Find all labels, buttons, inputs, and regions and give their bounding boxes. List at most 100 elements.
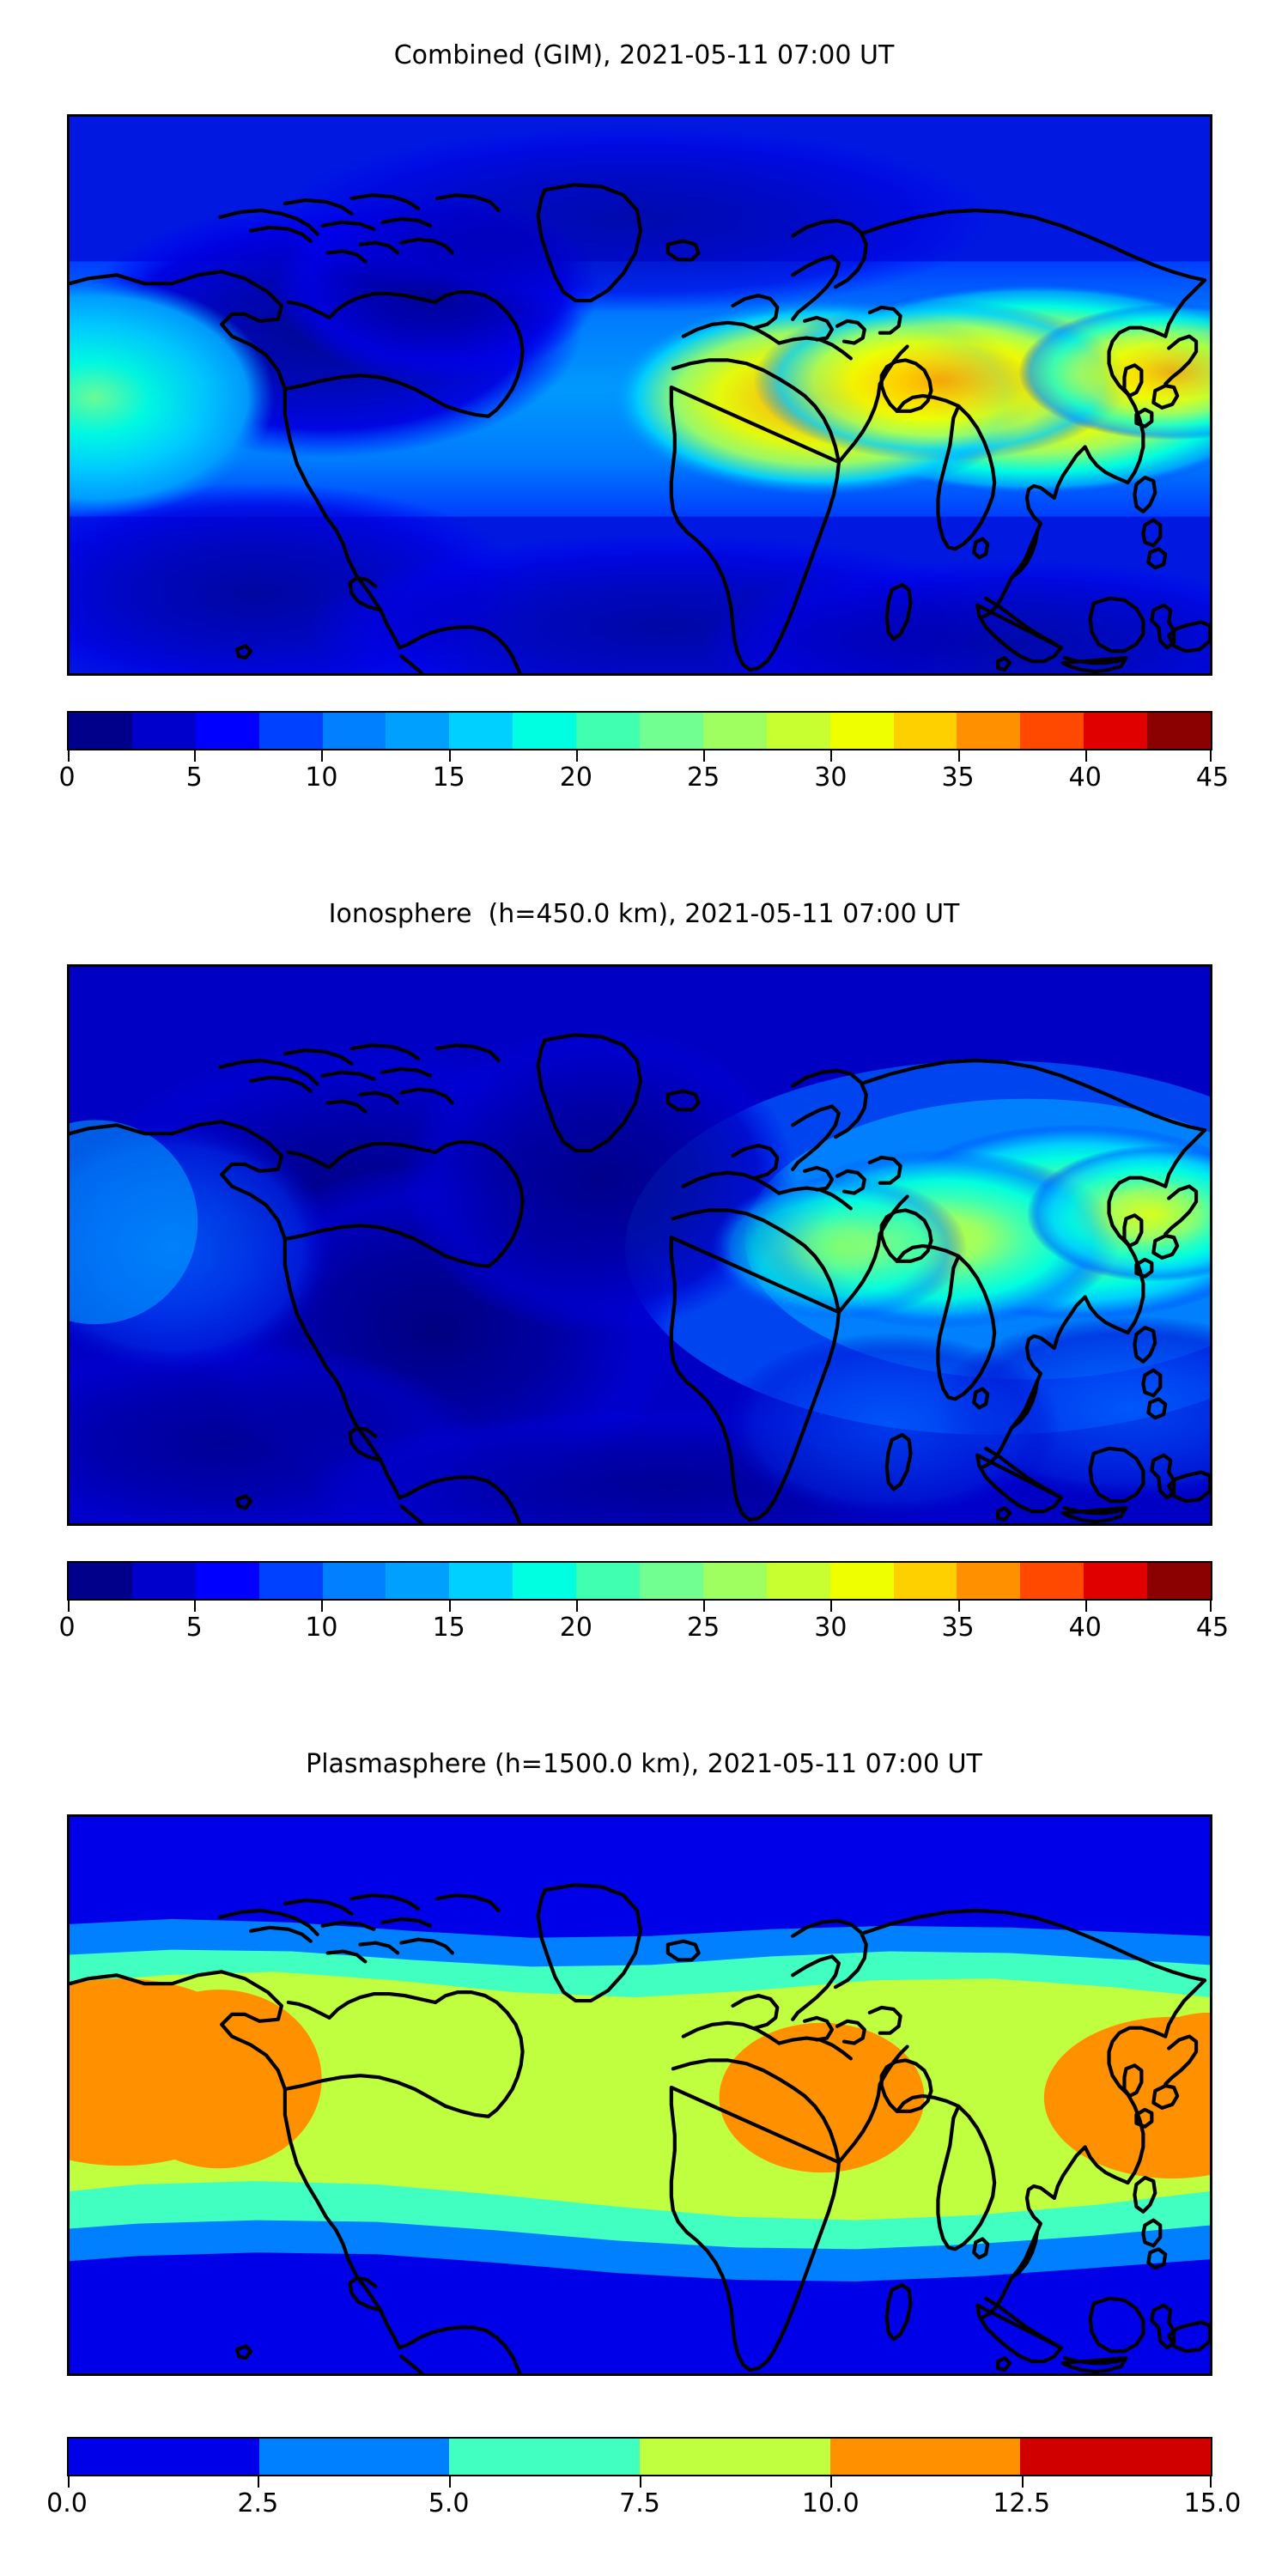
panel-title-combined-gim: Combined (GIM), 2021-05-11 07:00 UT xyxy=(393,40,895,70)
colorbar-tick-label-0: 0 xyxy=(58,1613,76,1643)
map-combined-gim xyxy=(67,114,1212,676)
colorbar-band-8 xyxy=(576,1563,641,1599)
colorbar-band-8 xyxy=(576,713,641,749)
colorbar-tick-8 xyxy=(1084,1601,1087,1612)
colorbar-tick-label-3: 15 xyxy=(432,762,465,793)
colorbar-band-7 xyxy=(513,1563,577,1599)
colorbar-band-16 xyxy=(1084,1563,1148,1599)
colorbar-strip-45b xyxy=(67,1561,1212,1601)
colorbar-band-5 xyxy=(1020,2439,1211,2475)
colorbar-tick-1 xyxy=(258,2476,260,2488)
colorbar-tick-5 xyxy=(1021,2476,1024,2488)
colorbar-band-13 xyxy=(893,713,957,749)
colorbar-band-0 xyxy=(69,1563,132,1599)
colorbar-tick-label-4: 20 xyxy=(559,762,592,793)
colorbar-band-13 xyxy=(893,1563,957,1599)
colorbar-band-15 xyxy=(1020,1563,1084,1599)
panel-combined-gim: Combined (GIM), 2021-05-11 07:00 UT xyxy=(0,0,1288,859)
colorbar-tick-label-6: 30 xyxy=(814,762,848,793)
colorbar-band-2 xyxy=(195,1563,259,1599)
colorbar-band-15 xyxy=(1020,713,1084,749)
colorbar-band-11 xyxy=(766,1563,830,1599)
colorbar-labels-45a: 0 5 10 15 20 25 30 35 40 45 xyxy=(58,762,1229,797)
colorbar-tick-label-9: 45 xyxy=(1195,762,1230,793)
colorbar-tick-label-9: 45 xyxy=(1195,1613,1230,1643)
colorbar-strip-45a xyxy=(67,711,1212,750)
colorbar-band-10 xyxy=(702,713,767,749)
colorbar-tick-label-5: 12.5 xyxy=(993,2488,1051,2518)
colorbar-tick-label-4: 10.0 xyxy=(801,2488,860,2518)
colorbar-ionosphere: 0 5 10 15 20 25 30 35 40 45 xyxy=(58,1561,1229,1647)
colorbar-tick-1 xyxy=(194,750,197,762)
panel-ionosphere: Ionosphere (h=450.0 km), 2021-05-11 07:0… xyxy=(0,850,1288,1709)
colorbar-band-7 xyxy=(513,713,577,749)
colorbar-ticks-45b xyxy=(67,1601,1212,1613)
colorbar-tick-label-1: 2.5 xyxy=(237,2488,279,2518)
colorbar-band-1 xyxy=(131,713,196,749)
map-plasmasphere xyxy=(67,1814,1212,2376)
colorbar-tick-label-6: 30 xyxy=(814,1613,848,1643)
colorbar-tick-6 xyxy=(830,750,833,762)
colorbar-tick-label-1: 5 xyxy=(185,1613,203,1643)
colorbar-band-6 xyxy=(449,713,513,749)
map-ionosphere xyxy=(67,964,1212,1526)
colorbar-tick-label-0: 0 xyxy=(58,762,76,793)
colorbar-band-17 xyxy=(1147,713,1211,749)
colorbar-plasmasphere: 0.0 2.5 5.0 7.5 10.0 12.5 15.0 xyxy=(46,2437,1241,2523)
colorbar-band-1 xyxy=(131,1563,196,1599)
colorbar-tick-1 xyxy=(194,1601,197,1612)
colorbar-tick-5 xyxy=(703,750,706,762)
colorbar-band-9 xyxy=(640,713,703,749)
colorbar-tick-label-2: 10 xyxy=(305,1613,338,1643)
colorbar-band-4 xyxy=(829,2439,1021,2475)
colorbar-band-2 xyxy=(449,2439,641,2475)
colorbar-tick-label-4: 20 xyxy=(559,1613,592,1643)
panel-title-ionosphere: Ionosphere (h=450.0 km), 2021-05-11 07:0… xyxy=(328,899,960,929)
colorbar-strip-15 xyxy=(67,2437,1212,2476)
colorbar-ticks-15 xyxy=(67,2476,1212,2488)
colorbar-tick-4 xyxy=(830,2476,833,2488)
colorbar-tick-label-7: 35 xyxy=(941,762,975,793)
colorbar-band-12 xyxy=(829,713,894,749)
colorbar-tick-label-7: 35 xyxy=(941,1613,975,1643)
colorbar-band-17 xyxy=(1147,1563,1211,1599)
colorbar-tick-label-5: 25 xyxy=(687,1613,720,1643)
colorbar-band-0 xyxy=(69,2439,259,2475)
colorbar-band-1 xyxy=(258,2439,450,2475)
colorbar-band-4 xyxy=(322,713,386,749)
colorbar-tick-label-5: 25 xyxy=(687,762,720,793)
colorbar-tick-label-2: 5.0 xyxy=(428,2488,470,2518)
colorbar-tick-4 xyxy=(575,750,578,762)
colorbar-combined-gim: 0 5 10 15 20 25 30 35 40 45 xyxy=(58,711,1229,797)
colorbar-band-2 xyxy=(195,713,259,749)
colorbar-band-3 xyxy=(258,1563,323,1599)
colorbar-tick-label-2: 10 xyxy=(305,762,338,793)
colorbar-band-12 xyxy=(829,1563,894,1599)
colorbar-tick-label-8: 40 xyxy=(1068,762,1102,793)
colorbar-tick-0 xyxy=(68,2476,70,2488)
colorbar-tick-label-0: 0.0 xyxy=(46,2488,88,2518)
colorbar-tick-9 xyxy=(1210,1601,1212,1612)
colorbar-tick-2 xyxy=(448,2476,451,2488)
colorbar-band-3 xyxy=(640,2439,830,2475)
colorbar-band-10 xyxy=(702,1563,767,1599)
colorbar-tick-label-3: 7.5 xyxy=(619,2488,660,2518)
colorbar-tick-2 xyxy=(321,750,324,762)
colorbar-tick-5 xyxy=(703,1601,706,1612)
panel-plasmasphere: Plasmasphere (h=1500.0 km), 2021-05-11 0… xyxy=(0,1700,1288,2576)
colorbar-band-5 xyxy=(386,1563,450,1599)
colorbar-band-3 xyxy=(258,713,323,749)
colorbar-tick-6 xyxy=(830,1601,833,1612)
colorbar-band-6 xyxy=(449,1563,513,1599)
colorbar-tick-label-6: 15.0 xyxy=(1183,2488,1242,2518)
colorbar-band-14 xyxy=(957,713,1021,749)
colorbar-tick-label-1: 5 xyxy=(185,762,203,793)
colorbar-band-16 xyxy=(1084,713,1148,749)
colorbar-band-5 xyxy=(386,713,450,749)
colorbar-labels-45b: 0 5 10 15 20 25 30 35 40 45 xyxy=(58,1613,1229,1647)
colorbar-band-0 xyxy=(69,713,132,749)
colorbar-tick-0 xyxy=(68,1601,70,1612)
colorbar-labels-15: 0.0 2.5 5.0 7.5 10.0 12.5 15.0 xyxy=(46,2488,1241,2523)
colorbar-band-14 xyxy=(957,1563,1021,1599)
